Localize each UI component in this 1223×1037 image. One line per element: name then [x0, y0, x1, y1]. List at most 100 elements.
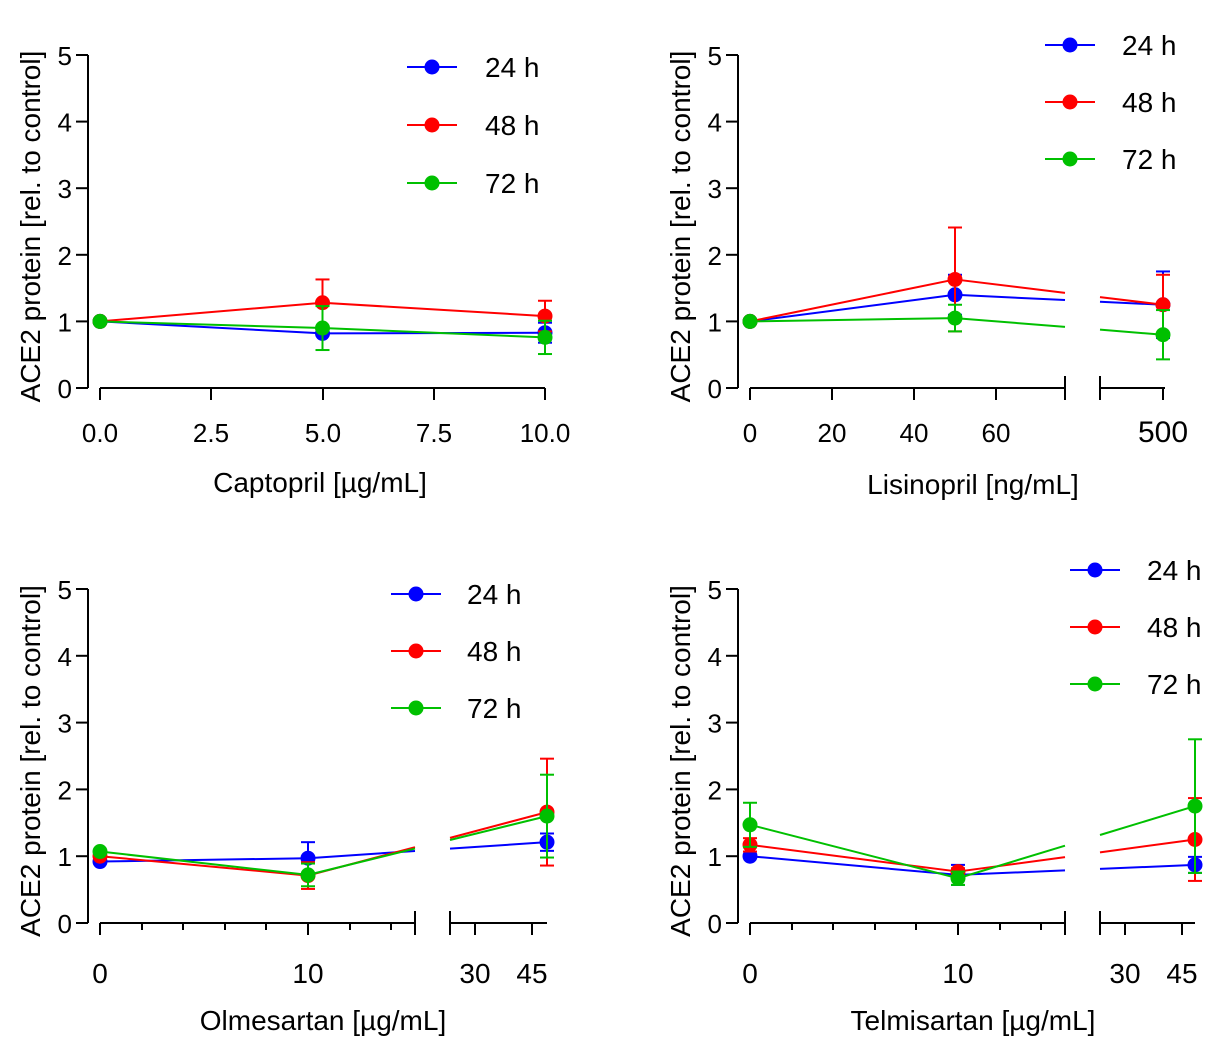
legend-marker: [408, 586, 424, 602]
y-tick-label: 2: [58, 241, 72, 271]
legend-marker: [424, 59, 440, 75]
x-tick-label: 45: [1166, 958, 1197, 989]
x-tick-label: 500: [1138, 416, 1188, 449]
legend-label: 72 h: [1122, 144, 1177, 175]
series-line: [1099, 805, 1196, 836]
x-tick-label: 10.0: [520, 418, 571, 448]
legend-label: 24 h: [1122, 30, 1177, 61]
y-axis-title: ACE2 protein [rel. to control]: [665, 585, 696, 937]
series-line: [449, 841, 548, 850]
data-point: [315, 320, 330, 336]
legend: 24 h 48 h 72 h: [1070, 555, 1202, 700]
series-line: [449, 811, 548, 839]
x-axis-title: Olmesartan [µg/mL]: [200, 1005, 446, 1036]
y-tick-label: 5: [58, 41, 72, 71]
x-tick-label: 60: [982, 418, 1011, 448]
series-72h: [742, 738, 1203, 886]
series-line: [99, 857, 309, 863]
series-line: [749, 317, 956, 323]
y-tick-label: 2: [708, 775, 722, 805]
x-axis-title: Captopril [µg/mL]: [213, 467, 427, 498]
x-tick-label: 0: [743, 418, 757, 448]
legend: 24 h 48 h 72 h: [407, 52, 540, 199]
data-point: [539, 808, 555, 824]
y-tick-label: 1: [708, 842, 722, 872]
legend-label: 72 h: [1147, 669, 1202, 700]
series-line: [307, 847, 416, 876]
y-tick-label: 0: [58, 909, 72, 939]
y-tick-label: 1: [58, 842, 72, 872]
y-tick-label: 3: [708, 709, 722, 739]
y-tick-label: 2: [708, 241, 722, 271]
series-72h: [92, 305, 553, 356]
data-point: [742, 817, 758, 833]
y-tick-label: 0: [58, 374, 72, 404]
legend-label: 72 h: [467, 693, 522, 724]
x-tick-label: 20: [818, 418, 847, 448]
x-tick-label: 5.0: [305, 418, 341, 448]
y-tick-label: 0: [708, 909, 722, 939]
y-axis-title: ACE2 protein [rel. to control]: [665, 51, 696, 403]
series-line: [1099, 328, 1164, 336]
legend-label: 72 h: [485, 168, 540, 199]
data-point: [300, 867, 316, 883]
x-axis-title: Telmisartan [µg/mL]: [851, 1005, 1096, 1036]
data-point: [92, 844, 108, 860]
x-tick-label: 0: [92, 958, 108, 989]
series-line: [957, 856, 1066, 873]
series-48h: [742, 797, 1203, 882]
series-line: [749, 855, 959, 876]
series-line: [749, 823, 959, 880]
series-line: [749, 293, 956, 323]
data-point: [1155, 297, 1171, 313]
chart-panel-2: 0 1 2 3 4 5 0 20 40 60 500 Lisinopril [ng/mL] ACE2 p…: [665, 30, 1188, 500]
series-line: [954, 293, 1066, 302]
data-point: [742, 313, 758, 329]
y-tick-label: 4: [708, 642, 722, 672]
data-point: [947, 310, 963, 326]
legend-label: 48 h: [1147, 612, 1202, 643]
legend-marker: [424, 117, 440, 133]
legend-marker: [1062, 37, 1078, 53]
series-line: [957, 869, 1066, 876]
data-point: [947, 271, 963, 287]
y-tick-label: 3: [58, 709, 72, 739]
series-line: [1099, 296, 1164, 306]
series-line: [1099, 863, 1196, 870]
y-tick-label: 1: [708, 307, 722, 337]
series-72h: [742, 303, 1171, 361]
series-72h: [92, 773, 555, 888]
legend: 24 h 48 h 72 h: [1045, 30, 1177, 175]
x-tick-label: 2.5: [193, 418, 229, 448]
series-line: [749, 278, 956, 323]
legend-label: 24 h: [485, 52, 540, 83]
x-tick-label: 40: [900, 418, 929, 448]
legend-label: 48 h: [485, 110, 540, 141]
y-tick-label: 4: [708, 108, 722, 138]
series-line: [749, 843, 959, 873]
y-tick-label: 4: [58, 642, 72, 672]
x-tick-label: 0.0: [82, 418, 118, 448]
y-tick-label: 5: [58, 575, 72, 605]
data-point: [537, 329, 553, 345]
legend-marker: [1062, 94, 1078, 110]
y-tick-label: 3: [708, 174, 722, 204]
x-tick-label: 45: [516, 958, 547, 989]
y-axis-title: ACE2 protein [rel. to control]: [15, 585, 46, 937]
series-48h: [92, 757, 555, 890]
y-tick-label: 0: [708, 374, 722, 404]
series-line: [99, 850, 309, 876]
series-line: [99, 855, 309, 877]
series-line: [954, 278, 1066, 294]
legend-marker: [1062, 151, 1078, 167]
series-24h: [92, 832, 555, 876]
legend-marker: [1087, 619, 1103, 635]
legend-marker: [1087, 562, 1103, 578]
x-tick-label: 30: [459, 958, 490, 989]
x-tick-label: 7.5: [416, 418, 452, 448]
x-tick-label: 30: [1109, 958, 1140, 989]
series-line: [954, 317, 1066, 328]
series-line: [1099, 838, 1196, 854]
